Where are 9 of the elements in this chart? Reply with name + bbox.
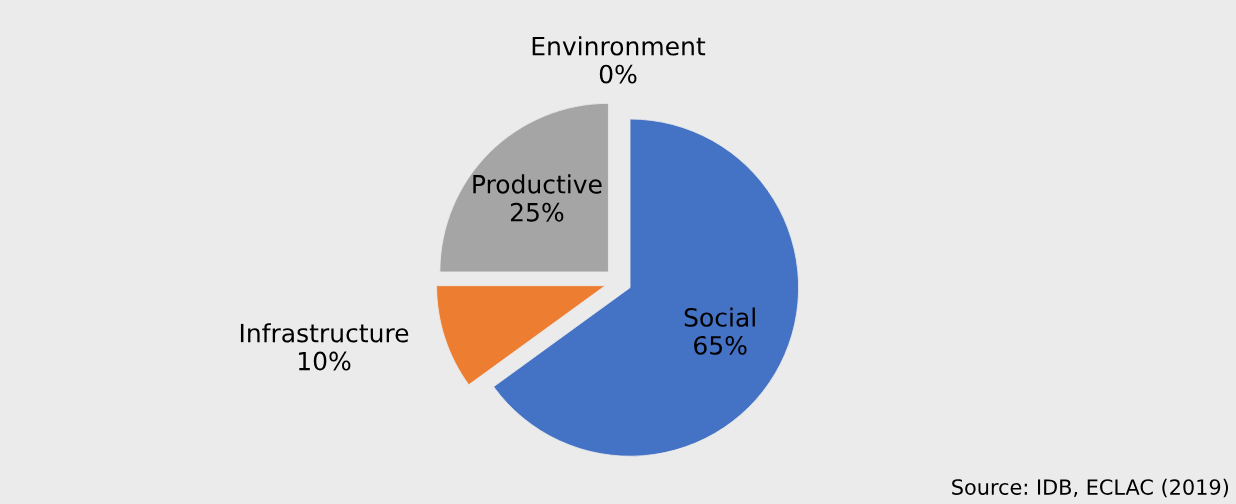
source-note: Source: IDB, ECLAC (2019) bbox=[952, 478, 1229, 498]
slice-label: Infrastructure bbox=[240, 323, 409, 343]
text: 0% bbox=[599, 64, 637, 84]
data-label: 65% bbox=[694, 335, 747, 355]
category-label: Envinronment bbox=[532, 36, 706, 56]
data-label: 25% bbox=[510, 202, 564, 222]
data-label: 10% bbox=[298, 351, 351, 371]
slice-label: Productive bbox=[473, 174, 602, 194]
slice-label: Social bbox=[684, 307, 755, 327]
